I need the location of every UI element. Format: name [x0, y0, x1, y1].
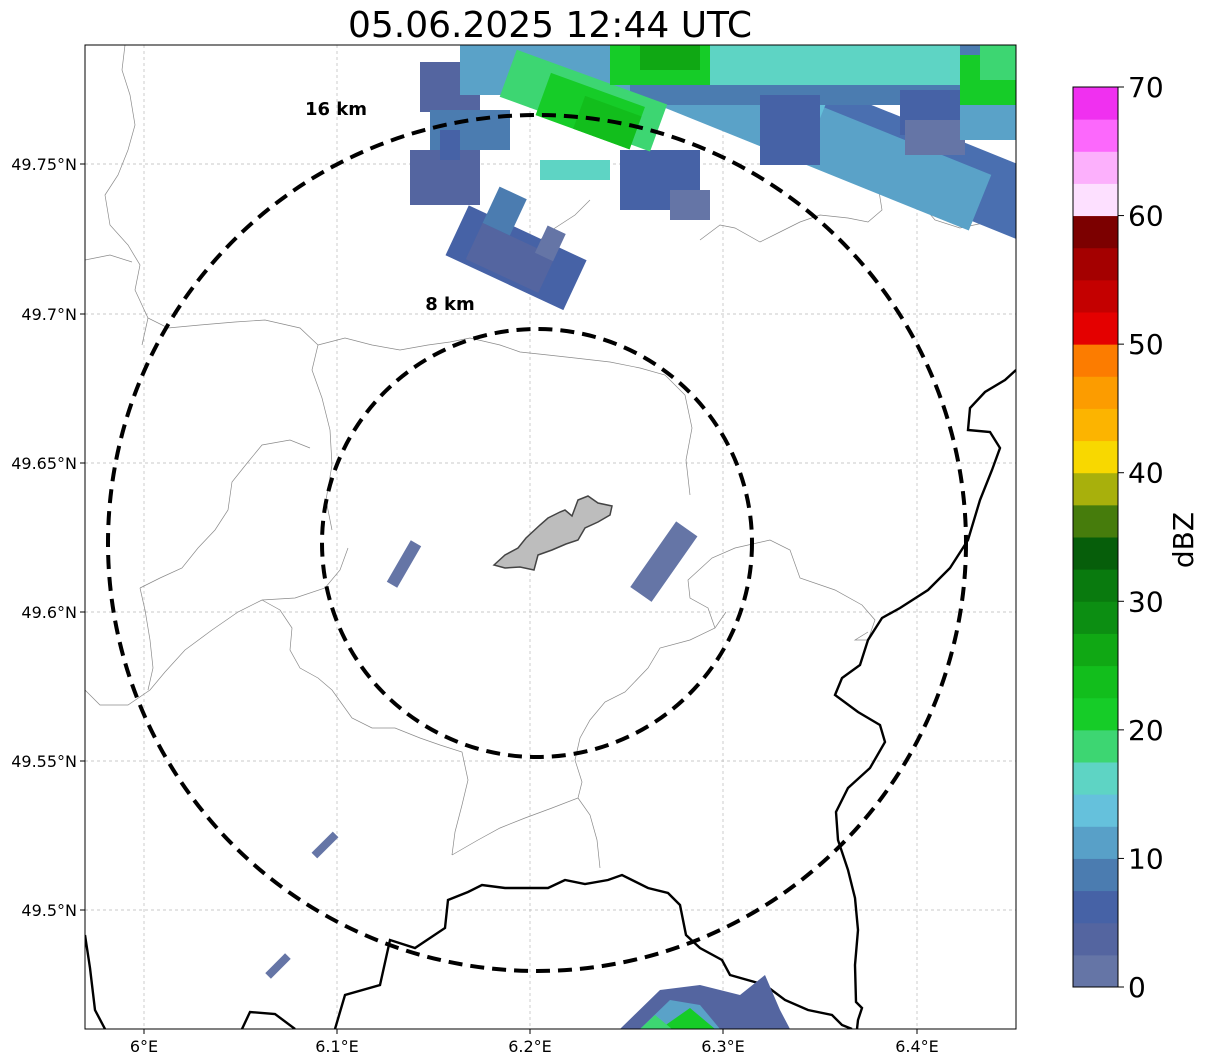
x-tick-label: 6.4°E — [895, 1037, 939, 1056]
colorbar-segment — [1073, 376, 1118, 409]
colorbar-segment — [1073, 633, 1118, 667]
echo-small-south — [311, 831, 339, 859]
y-tick-label: 49.7°N — [21, 305, 77, 324]
colorbar-segment — [1073, 697, 1118, 731]
colorbar-tick-label: 50 — [1128, 328, 1164, 361]
colorbar-label: dBZ — [1167, 512, 1200, 568]
x-tick-label: 6.3°E — [701, 1037, 745, 1056]
colorbar-segment — [1073, 151, 1118, 184]
x-tick-label: 6.2°E — [508, 1037, 552, 1056]
echo-core-north — [499, 49, 668, 152]
colorbar-segments — [1073, 87, 1118, 988]
map-area: 16 km 8 km — [85, 45, 1016, 1029]
colorbar-segment — [1073, 858, 1118, 892]
colorbar-tick-label: 60 — [1128, 200, 1164, 233]
colorbar-segment — [1073, 215, 1118, 249]
colorbar-segment — [1073, 344, 1118, 377]
colorbar-segment — [1073, 794, 1118, 827]
colorbar-segment — [1073, 183, 1118, 217]
colorbar-segment — [1073, 312, 1118, 345]
city-area — [492, 495, 613, 571]
country-border — [85, 369, 1016, 1029]
y-tick-label: 49.5°N — [21, 901, 77, 920]
colorbar-tick-label: 10 — [1128, 842, 1164, 875]
colorbar-segment — [1073, 537, 1118, 570]
range-ring-8km-label: 8 km — [425, 294, 475, 315]
echo-small-southwest — [265, 953, 291, 979]
echo-band-south — [620, 975, 790, 1029]
colorbar-ticks: 0 10 20 30 40 50 60 70 — [1118, 71, 1164, 1004]
colorbar-segment — [1073, 247, 1118, 281]
colorbar-segment — [1073, 601, 1118, 634]
echo-small-west — [386, 540, 422, 588]
colorbar-segment — [1073, 472, 1118, 506]
x-tick-label: 6.1°E — [315, 1037, 359, 1056]
colorbar-tick-label: 20 — [1128, 714, 1164, 747]
map-frame — [84, 44, 1017, 1030]
map-title: 05.06.2025 12:44 UTC — [348, 5, 752, 46]
echo-small-east — [630, 521, 698, 602]
radar-echoes — [265, 45, 1016, 1029]
colorbar-segment — [1073, 729, 1118, 763]
municipal-boundaries — [85, 45, 1016, 869]
colorbar-segment — [1073, 922, 1118, 956]
colorbar-segment — [1073, 890, 1118, 924]
range-rings — [106, 113, 968, 973]
y-tick-label: 49.65°N — [11, 454, 77, 473]
range-ring-16km — [106, 113, 968, 973]
colorbar: 0 10 20 30 40 50 60 70 dBZ — [1072, 71, 1200, 1004]
colorbar-tick-label: 40 — [1128, 457, 1164, 490]
y-axis: 49.75°N 49.7°N 49.65°N 49.6°N 49.55°N 49… — [11, 155, 85, 920]
colorbar-frame — [1072, 86, 1119, 988]
colorbar-segment — [1073, 87, 1118, 120]
colorbar-segment — [1073, 408, 1118, 442]
echo-cluster-middle — [445, 186, 587, 311]
colorbar-segment — [1073, 440, 1118, 474]
colorbar-segment — [1073, 954, 1118, 988]
x-tick-label: 6°E — [130, 1037, 158, 1056]
colorbar-segment — [1073, 504, 1118, 538]
colorbar-tick-label: 30 — [1128, 585, 1164, 618]
colorbar-segment — [1073, 119, 1118, 152]
colorbar-segment — [1073, 826, 1118, 859]
colorbar-tick-label: 0 — [1128, 971, 1146, 1004]
colorbar-segment — [1073, 762, 1118, 795]
colorbar-segment — [1073, 569, 1118, 602]
y-tick-label: 49.6°N — [21, 603, 77, 622]
range-ring-16km-label: 16 km — [305, 99, 367, 120]
colorbar-segment — [1073, 279, 1118, 313]
x-axis: 6°E 6.1°E 6.2°E 6.3°E 6.4°E — [130, 1029, 939, 1056]
colorbar-segment — [1073, 665, 1118, 699]
range-ring-8km — [320, 327, 754, 759]
colorbar-tick-label: 70 — [1128, 71, 1164, 104]
y-tick-label: 49.75°N — [11, 155, 77, 174]
y-tick-label: 49.55°N — [11, 752, 77, 771]
